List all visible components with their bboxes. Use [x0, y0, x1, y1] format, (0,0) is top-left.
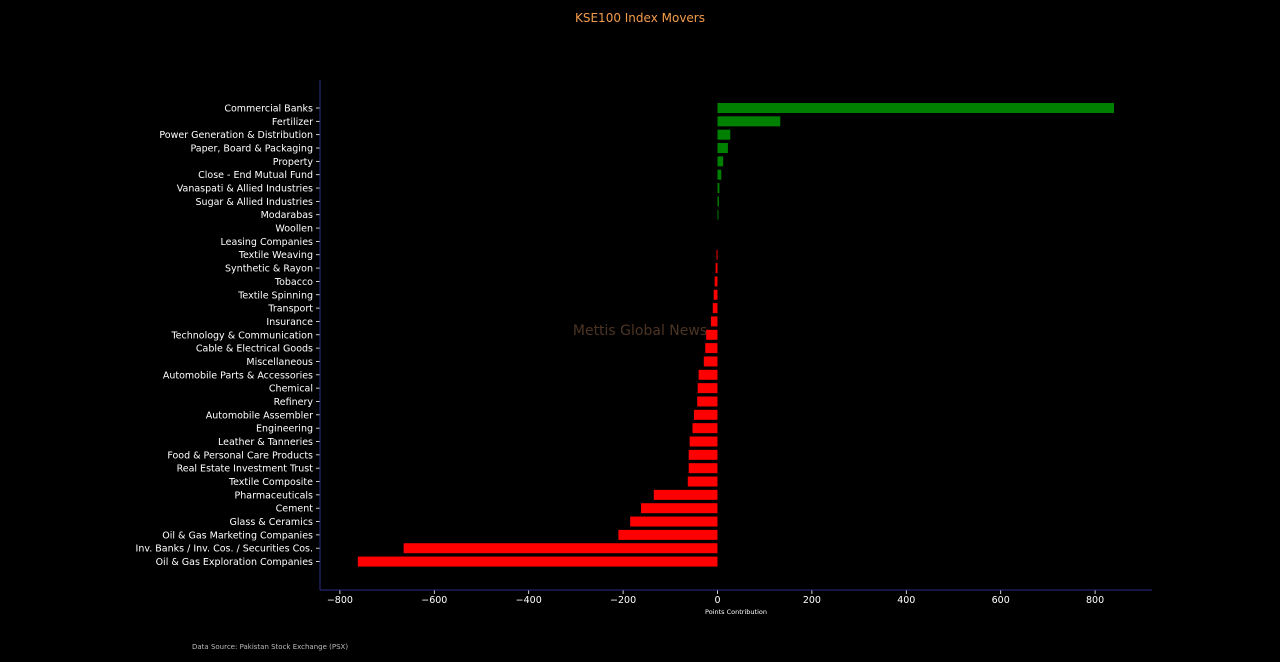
x-tick-label: −400	[516, 595, 542, 606]
x-tick-label: 200	[803, 595, 821, 606]
category-label: Oil & Gas Exploration Companies	[156, 557, 313, 568]
x-ticks: −800 −600 −400 −200 0 200 400 600 800	[327, 590, 1104, 606]
bar	[357, 556, 718, 567]
category-label: Glass & Ceramics	[230, 517, 313, 528]
category-label: Engineering	[256, 424, 313, 435]
category-label: Refinery	[274, 397, 314, 408]
category-label: Food & Personal Care Products	[167, 450, 313, 461]
category-label: Modarabas	[261, 210, 313, 221]
category-label: Textile Weaving	[238, 250, 313, 261]
category-label: Leasing Companies	[221, 237, 314, 248]
category-label: Inv. Banks / Inv. Cos. / Securities Cos.	[136, 544, 313, 555]
category-label: Paper, Board & Packaging	[190, 144, 313, 155]
chart-title: KSE100 Index Movers	[575, 11, 705, 25]
bar	[703, 356, 718, 367]
category-label: Woollen	[275, 224, 313, 235]
bar	[717, 169, 722, 180]
bar	[712, 303, 718, 314]
bar	[403, 543, 718, 554]
bar	[717, 103, 1114, 113]
bar	[697, 383, 718, 394]
bar	[717, 156, 724, 167]
category-label: Cable & Electrical Goods	[196, 344, 313, 355]
x-tick-label: −800	[327, 595, 353, 606]
bar	[717, 143, 728, 154]
x-tick-label: 800	[1086, 595, 1104, 606]
bar	[689, 436, 718, 447]
bar	[688, 449, 718, 460]
category-label: Automobile Parts & Accessories	[163, 370, 313, 381]
bar	[716, 249, 718, 260]
bar	[714, 276, 718, 287]
category-label: Miscellaneous	[246, 357, 313, 368]
bar	[687, 476, 718, 487]
category-label: Pharmaceuticals	[235, 490, 314, 501]
category-label: Chemical	[269, 384, 313, 395]
category-label: Tobacco	[274, 277, 313, 288]
x-tick-label: −200	[610, 595, 636, 606]
bar	[717, 116, 781, 127]
category-label: Close - End Mutual Fund	[198, 170, 313, 181]
bar	[717, 196, 719, 207]
category-label: Oil & Gas Marketing Companies	[162, 530, 313, 541]
x-tick-label: 600	[992, 595, 1010, 606]
bar	[618, 529, 718, 540]
bar	[717, 209, 719, 220]
x-tick-label: −600	[421, 595, 447, 606]
bar	[630, 516, 718, 527]
category-label: Sugar & Allied Industries	[196, 197, 314, 208]
x-axis-label: Points Contribution	[705, 608, 767, 616]
source-note: Data Source: Pakistan Stock Exchange (PS…	[192, 643, 348, 651]
bar	[641, 503, 718, 514]
bar	[713, 289, 718, 300]
category-label: Vanaspati & Allied Industries	[177, 184, 313, 195]
x-tick-label: 400	[897, 595, 915, 606]
bar	[710, 316, 718, 327]
category-label: Commercial Banks	[224, 104, 313, 115]
category-label: Insurance	[266, 317, 313, 328]
category-labels: Commercial Banks Fertilizer Power Generati…	[136, 104, 320, 568]
bar	[717, 129, 731, 140]
bar	[653, 489, 718, 500]
bar	[693, 409, 718, 420]
category-label: Power Generation & Distribution	[159, 130, 313, 141]
bar	[697, 396, 718, 407]
category-label: Automobile Assembler	[206, 410, 313, 421]
category-label: Technology & Communication	[170, 330, 313, 341]
bar	[692, 423, 718, 434]
bar	[705, 343, 718, 354]
category-label: Textile Spinning	[237, 290, 313, 301]
bar	[715, 263, 718, 274]
category-label: Real Estate Investment Trust	[177, 464, 314, 475]
bars-group	[357, 103, 1114, 567]
bar	[717, 183, 720, 194]
bar	[706, 329, 718, 340]
category-label: Synthetic & Rayon	[225, 264, 313, 275]
x-tick-label: 0	[714, 595, 720, 606]
bar	[698, 369, 718, 380]
category-label: Cement	[276, 504, 314, 515]
category-label: Transport	[267, 304, 313, 315]
watermark: Mettis Global News	[573, 323, 707, 339]
category-label: Textile Composite	[228, 477, 313, 488]
category-label: Fertilizer	[272, 117, 313, 128]
category-label: Property	[273, 157, 314, 168]
bar	[688, 463, 718, 474]
category-label: Leather & Tanneries	[218, 437, 313, 448]
